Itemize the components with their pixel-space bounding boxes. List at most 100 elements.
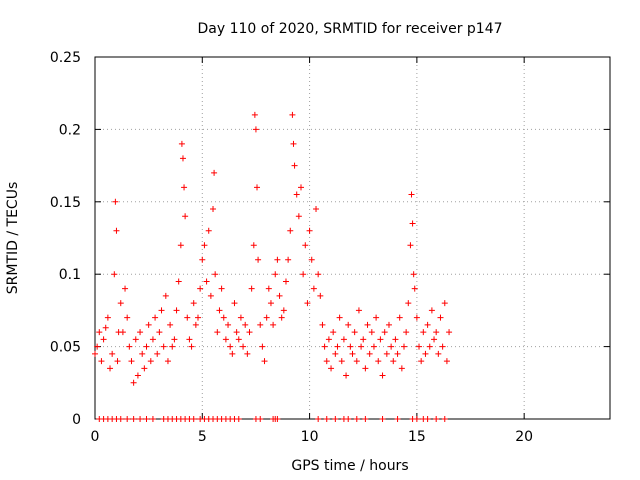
data-point	[343, 372, 350, 379]
x-tick-label: 15	[408, 429, 426, 445]
data-point	[394, 350, 401, 357]
data-point	[214, 329, 221, 336]
data-point	[192, 321, 199, 328]
data-point	[366, 350, 373, 357]
data-point	[403, 329, 410, 336]
y-tick-label: 0.1	[59, 267, 81, 283]
data-point	[308, 256, 315, 263]
x-tick-label: 10	[301, 429, 319, 445]
data-point	[124, 314, 131, 321]
data-point	[139, 350, 146, 357]
data-point	[443, 358, 450, 365]
data-point	[207, 292, 214, 299]
data-point	[259, 343, 266, 350]
y-axis-label: SRMTID / TECUs	[5, 182, 21, 295]
data-point	[401, 343, 407, 350]
data-point	[345, 321, 352, 328]
data-point	[428, 307, 435, 314]
data-point	[195, 314, 201, 321]
data-point	[203, 278, 210, 285]
data-point	[441, 300, 448, 307]
data-point	[137, 329, 144, 336]
data-point	[254, 184, 261, 191]
data-point	[411, 285, 418, 292]
data-point	[433, 329, 440, 336]
data-point	[325, 336, 332, 343]
data-point	[143, 343, 150, 350]
data-point	[222, 336, 229, 343]
data-point	[422, 350, 429, 357]
data-point	[353, 358, 360, 365]
data-point	[210, 206, 217, 213]
data-point	[233, 329, 240, 336]
data-point	[267, 300, 274, 307]
data-point-zero	[413, 416, 420, 422]
data-point	[355, 307, 362, 314]
data-point	[437, 314, 444, 321]
data-point	[321, 343, 328, 350]
data-point	[426, 343, 433, 350]
data-point	[109, 350, 116, 357]
data-point	[405, 300, 412, 307]
data-point	[302, 242, 309, 249]
data-point	[92, 350, 98, 357]
data-point	[181, 184, 188, 191]
data-point	[173, 307, 180, 314]
y-tick-label: 0.15	[50, 195, 81, 211]
data-point	[178, 140, 185, 147]
data-point	[317, 292, 324, 299]
data-point	[205, 227, 212, 234]
data-point	[431, 336, 438, 343]
data-point	[145, 321, 152, 328]
data-point	[179, 155, 186, 162]
data-point	[158, 307, 165, 314]
data-point	[358, 343, 365, 350]
data-point-zero	[345, 416, 352, 422]
data-point	[229, 350, 236, 357]
data-point	[424, 321, 431, 328]
data-point	[167, 321, 174, 328]
data-point-zero	[433, 416, 440, 422]
data-point	[392, 336, 399, 343]
data-point	[240, 343, 247, 350]
data-point	[255, 256, 262, 263]
data-point	[330, 329, 337, 336]
data-point-zero	[257, 416, 264, 422]
data-point	[252, 126, 259, 133]
data-point	[188, 343, 195, 350]
data-point	[410, 271, 417, 278]
data-point	[212, 271, 219, 278]
data-point	[149, 336, 156, 343]
data-point-zero	[124, 416, 131, 422]
data-point	[248, 285, 255, 292]
data-point	[446, 329, 453, 336]
data-point	[152, 314, 159, 321]
data-point	[315, 271, 322, 278]
plot-frame	[94, 56, 611, 420]
data-point-zero	[394, 416, 401, 422]
y-tick-label: 0.05	[50, 340, 81, 356]
data-point-zero	[190, 416, 197, 422]
data-point	[349, 350, 356, 357]
data-point	[272, 271, 279, 278]
data-point	[177, 242, 184, 249]
data-point	[231, 300, 238, 307]
data-point	[351, 329, 358, 336]
chart-title: Day 110 of 2020, SRMTID for receiver p14…	[197, 21, 502, 37]
data-point	[306, 227, 313, 234]
data-point	[287, 227, 294, 234]
data-point	[379, 372, 386, 379]
grid	[95, 57, 610, 419]
axis-ticks: 0 5 10 15 20 0 0.05 0.1 0.15 0.2 0.25	[50, 50, 610, 445]
data-point	[373, 314, 380, 321]
data-point	[408, 191, 415, 198]
data-point	[293, 191, 300, 198]
data-point	[154, 350, 161, 357]
data-point	[126, 343, 133, 350]
data-point	[291, 162, 298, 169]
x-tick-label: 0	[91, 429, 100, 445]
data-point	[435, 350, 442, 357]
data-point	[242, 321, 249, 328]
data-point	[98, 358, 105, 365]
data-point	[368, 329, 375, 336]
